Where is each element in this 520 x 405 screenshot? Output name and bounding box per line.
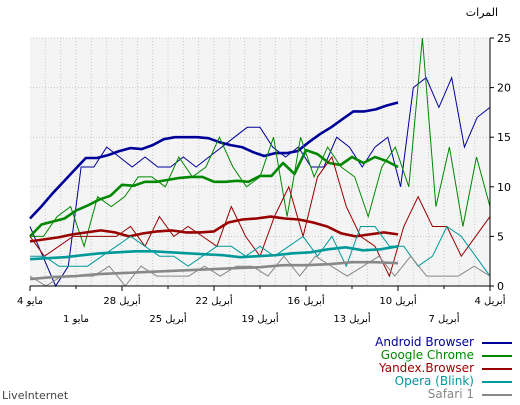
legend-swatch <box>482 381 512 383</box>
x-tick-label: 19 أبريل <box>241 312 279 325</box>
x-tick-label: 4 أبريل <box>475 294 506 307</box>
x-tick-label: 10 أبريل <box>379 294 417 307</box>
legend-swatch <box>482 355 512 357</box>
series-average-line <box>29 260 399 281</box>
x-tick-label: 16 أبريل <box>287 294 325 307</box>
y-tick-label: 15 <box>497 131 511 144</box>
legend-label: Yandex.Browser <box>379 361 474 375</box>
legend-item: Android Browser <box>330 336 512 349</box>
legend-swatch <box>482 368 512 370</box>
series-daily-line <box>29 255 491 287</box>
series-average-line <box>29 101 399 220</box>
x-tick-label: 4 مايو <box>17 296 43 307</box>
legend-label: Safari 1 <box>427 387 474 401</box>
y-tick-label: 0 <box>497 280 504 293</box>
x-tick-label: 1 مايو <box>63 314 89 325</box>
legend-item: Opera (Blink) <box>330 375 512 388</box>
legend-swatch <box>482 394 512 396</box>
series-average-line <box>29 245 399 261</box>
y-tick-label: 25 <box>497 32 511 45</box>
legend-item: Yandex.Browser <box>330 362 512 375</box>
y-tick-label: 5 <box>497 230 504 243</box>
legend-label: Opera (Blink) <box>394 374 474 388</box>
legend-item: Safari 1 <box>330 388 512 401</box>
y-tick-label: 20 <box>497 82 511 95</box>
y-axis-label: المرات <box>465 6 498 19</box>
legend-swatch <box>482 342 512 344</box>
x-tick-label: 25 أبريل <box>149 312 187 325</box>
y-tick-label: 10 <box>497 181 511 194</box>
series-average-line <box>29 148 399 238</box>
series-average-line <box>29 215 399 243</box>
legend-label: Android Browser <box>375 335 474 349</box>
x-tick-label: 22 أبريل <box>195 294 233 307</box>
x-tick-label: 13 أبريل <box>333 312 371 325</box>
x-tick-label: 7 أبريل <box>429 312 460 325</box>
brand-text: LiveInternet <box>2 389 69 402</box>
x-tick-label: 28 أبريل <box>103 294 141 307</box>
series-daily-line <box>29 75 491 288</box>
legend-label: Google Chrome <box>380 348 474 362</box>
legend: Android Browser Google Chrome Yandex.Brows… <box>330 336 512 401</box>
legend-item: Google Chrome <box>330 349 512 362</box>
